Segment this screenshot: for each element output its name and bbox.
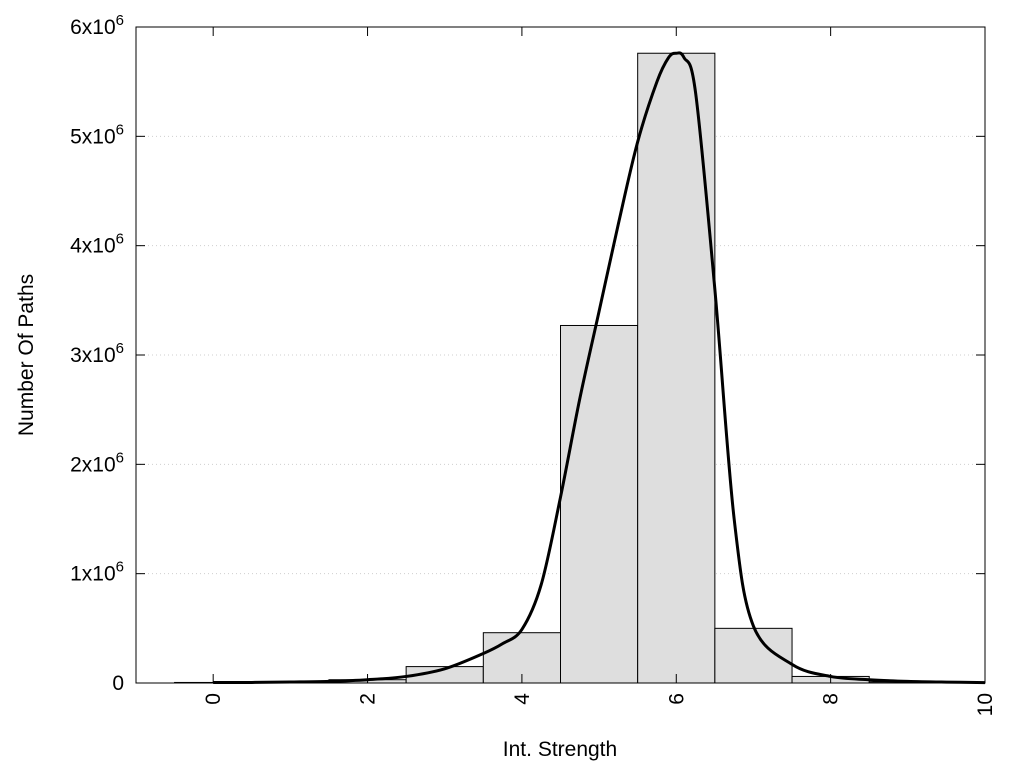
x-tick-label: 4: [511, 693, 534, 705]
histogram-bar: [637, 52, 716, 684]
y-tick-label: 4x106: [70, 231, 124, 258]
x-tick-label: 0: [202, 693, 225, 705]
x-tick-label: 8: [820, 693, 843, 705]
y-axis-label: Number Of Paths: [15, 274, 38, 436]
x-tick-label: 2: [357, 693, 380, 705]
y-axis: 0 1x106 2x106 3x106 4x106 5x106 6x106: [70, 12, 985, 695]
y-tick-label: 6x106: [70, 12, 124, 39]
x-axis-label: Int. Strength: [503, 738, 617, 761]
bars: [174, 52, 947, 684]
x-tick-label: 10: [974, 693, 997, 716]
fit-curve: [213, 51, 986, 685]
x-axis: 0 2 4 6 8 10: [202, 27, 997, 716]
y-tick-label: 3x106: [70, 340, 124, 367]
y-tick-label: 0: [112, 672, 124, 695]
histogram-bar: [560, 324, 639, 684]
y-tick-label: 1x106: [70, 559, 124, 586]
y-tick-label: 2x106: [70, 449, 124, 476]
y-tick-label: 5x106: [70, 121, 124, 148]
x-tick-label: 6: [665, 693, 688, 705]
fit-curve-layer: [213, 51, 986, 685]
